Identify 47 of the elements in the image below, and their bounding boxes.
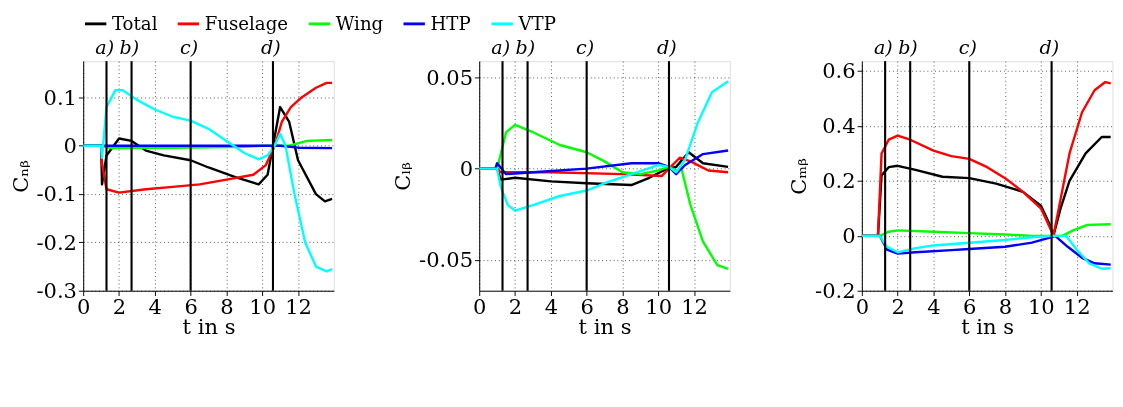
x-tick-label: 12 [1063,294,1091,320]
legend-label: HTP [430,12,471,34]
legend-label: VTP [517,12,556,34]
y-tick-label: 0 [63,132,77,158]
y-tick-label: 0.6 [822,58,856,84]
ref-line-label: d) [1039,35,1060,59]
x-tick-label: 2 [112,294,127,320]
y-axis-title: Cₗᵦ [390,162,416,191]
legend-label: Total [111,12,158,34]
y-axis-title: Cₙᵦ [7,160,33,193]
y-tick-label: -0.05 [419,246,474,272]
y-tick-label: -0.3 [36,277,77,303]
ref-line-label: b) [119,35,140,59]
x-tick-label: 4 [148,294,162,320]
x-tick-label: 10 [249,294,277,320]
x-tick-label: 2 [891,294,905,320]
y-tick-label: 0.05 [426,64,474,90]
line-series [479,80,730,212]
y-tick-label: 0 [842,223,856,248]
ref-line-label: d) [656,35,677,59]
ref-line-label: b) [515,35,536,59]
x-tick-label: 12 [285,294,312,320]
y-tick-label: 0 [459,155,474,181]
ref-line-label: c) [576,35,595,59]
x-tick-label: 12 [681,294,708,320]
y-axis-title: Cₘᵦ [786,158,812,195]
ref-line-label: b) [898,35,918,59]
ref-line-label: a) [873,35,893,59]
x-tick-label: 2 [508,294,523,320]
y-tick-label: 0.1 [43,84,77,110]
ref-line-label: a) [491,35,511,59]
y-tick-label: -0.2 [815,277,856,303]
y-tick-label: -0.1 [36,181,77,207]
x-tick-label: 4 [927,294,941,320]
x-tick-label: 10 [645,294,673,320]
y-tick-label: -0.2 [36,229,77,255]
ref-line-label: c) [958,35,977,59]
x-tick-label: 4 [544,294,559,320]
ref-line-label: a) [95,35,115,59]
ref-line-label: d) [260,35,281,59]
line-series [83,88,334,273]
legend-label: Fuselage [204,12,289,34]
x-tick-label: 10 [1027,294,1055,320]
legend-label: Wing [335,12,384,34]
ref-line-label: c) [180,35,199,59]
y-tick-label: 0.2 [822,168,856,194]
y-tick-label: 0.4 [822,113,856,139]
